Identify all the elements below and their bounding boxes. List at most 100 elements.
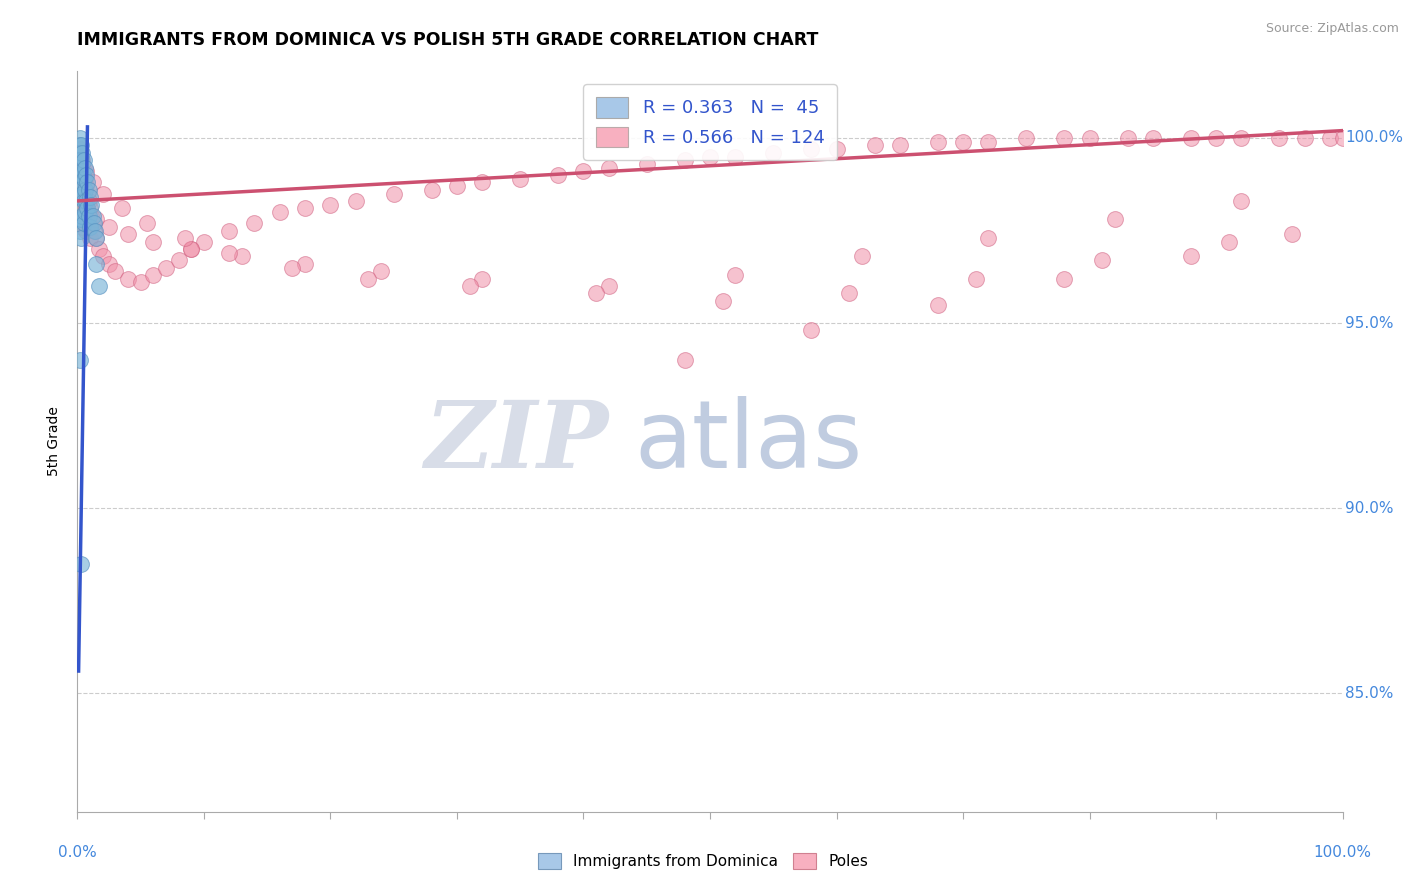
- Text: Source: ZipAtlas.com: Source: ZipAtlas.com: [1265, 22, 1399, 36]
- Point: [67, 157, 90, 171]
- Point: [965, 271, 987, 285]
- Point: [382, 186, 405, 201]
- Point: [142, 268, 165, 282]
- Point: [76, 186, 98, 201]
- Point: [231, 249, 253, 263]
- Point: [218, 245, 240, 260]
- Point: [1230, 194, 1253, 208]
- Point: [174, 231, 197, 245]
- Point: [73, 194, 96, 208]
- Point: [711, 293, 734, 308]
- Point: [851, 249, 873, 263]
- Y-axis label: 5th Grade: 5th Grade: [46, 407, 60, 476]
- Point: [70, 171, 93, 186]
- Point: [69, 157, 91, 171]
- Point: [863, 138, 886, 153]
- Point: [1230, 131, 1253, 145]
- Point: [636, 157, 658, 171]
- Point: [73, 194, 96, 208]
- Point: [117, 271, 139, 285]
- Point: [69, 197, 91, 211]
- Point: [572, 164, 595, 178]
- Text: 100.0%: 100.0%: [1346, 130, 1403, 145]
- Point: [77, 219, 100, 234]
- Point: [73, 164, 96, 178]
- Point: [598, 279, 620, 293]
- Text: ZIP: ZIP: [425, 397, 609, 486]
- Point: [69, 145, 91, 160]
- Point: [1331, 131, 1354, 145]
- Point: [75, 179, 97, 194]
- Point: [67, 179, 90, 194]
- Point: [72, 145, 94, 160]
- Point: [73, 216, 96, 230]
- Text: IMMIGRANTS FROM DOMINICA VS POLISH 5TH GRADE CORRELATION CHART: IMMIGRANTS FROM DOMINICA VS POLISH 5TH G…: [77, 31, 818, 49]
- Point: [699, 149, 721, 163]
- Point: [927, 297, 949, 311]
- Point: [86, 212, 108, 227]
- Point: [724, 149, 747, 163]
- Point: [73, 171, 96, 186]
- Point: [76, 202, 98, 216]
- Point: [67, 153, 90, 168]
- Point: [72, 153, 94, 168]
- Point: [344, 194, 367, 208]
- Text: 85.0%: 85.0%: [1346, 686, 1393, 701]
- Point: [180, 242, 202, 256]
- Point: [91, 186, 114, 201]
- Point: [86, 231, 108, 245]
- Point: [155, 260, 177, 275]
- Point: [136, 216, 159, 230]
- Point: [86, 231, 108, 245]
- Text: atlas: atlas: [634, 395, 862, 488]
- Point: [69, 190, 91, 204]
- Point: [142, 235, 165, 249]
- Point: [243, 216, 266, 230]
- Point: [281, 260, 304, 275]
- Point: [73, 216, 96, 230]
- Point: [69, 223, 91, 237]
- Point: [69, 179, 91, 194]
- Point: [1294, 131, 1316, 145]
- Text: 100.0%: 100.0%: [1313, 845, 1372, 860]
- Point: [129, 276, 152, 290]
- Point: [87, 279, 110, 293]
- Point: [67, 138, 90, 153]
- Point: [1116, 131, 1139, 145]
- Point: [69, 131, 91, 145]
- Point: [762, 145, 785, 160]
- Point: [73, 153, 96, 168]
- Point: [111, 202, 132, 216]
- Point: [1180, 131, 1202, 145]
- Point: [269, 205, 291, 219]
- Point: [357, 271, 380, 285]
- Point: [1142, 131, 1164, 145]
- Point: [83, 223, 105, 237]
- Point: [79, 231, 101, 245]
- Point: [72, 219, 94, 234]
- Point: [167, 253, 190, 268]
- Point: [73, 161, 96, 175]
- Point: [70, 153, 93, 168]
- Point: [84, 223, 107, 237]
- Point: [1319, 131, 1341, 145]
- Point: [75, 194, 97, 208]
- Point: [70, 194, 93, 208]
- Point: [585, 286, 607, 301]
- Point: [79, 190, 101, 204]
- Point: [800, 142, 823, 156]
- Point: [80, 209, 103, 223]
- Point: [977, 135, 1000, 149]
- Point: [76, 175, 98, 189]
- Point: [79, 202, 101, 216]
- Text: 95.0%: 95.0%: [1346, 316, 1393, 331]
- Point: [70, 190, 93, 204]
- Point: [1180, 249, 1202, 263]
- Point: [69, 353, 91, 368]
- Point: [193, 235, 215, 249]
- Point: [72, 209, 94, 223]
- Point: [73, 186, 96, 201]
- Point: [547, 168, 569, 182]
- Point: [180, 242, 202, 256]
- Point: [73, 209, 96, 223]
